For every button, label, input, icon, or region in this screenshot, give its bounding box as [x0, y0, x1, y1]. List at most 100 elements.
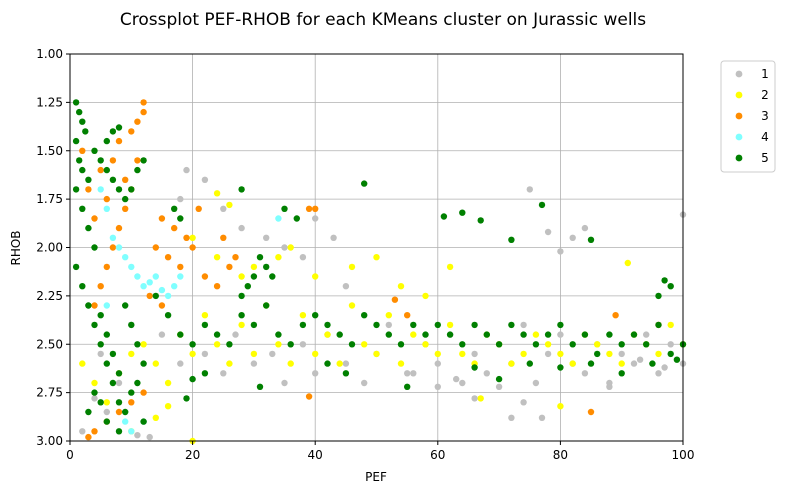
- data-point: [79, 205, 86, 212]
- data-point: [667, 350, 674, 358]
- data-point: [324, 331, 331, 338]
- data-point: [471, 350, 478, 358]
- y-tick-label: 1.75: [36, 192, 63, 206]
- data-point: [391, 296, 399, 303]
- x-tick-label: 20: [185, 448, 200, 462]
- data-point: [397, 341, 405, 348]
- data-point: [618, 370, 625, 377]
- data-point: [250, 350, 258, 358]
- legend-marker: [735, 70, 743, 78]
- data-point: [195, 205, 202, 212]
- data-point: [201, 370, 209, 377]
- data-point: [134, 157, 141, 164]
- data-point: [655, 321, 662, 329]
- data-point: [446, 263, 454, 271]
- data-point: [459, 379, 466, 387]
- y-tick-label: 1.25: [36, 95, 63, 109]
- data-point: [97, 341, 104, 348]
- data-point: [520, 399, 527, 406]
- data-point: [122, 254, 129, 261]
- data-point: [128, 428, 135, 435]
- data-point: [201, 321, 209, 329]
- data-point: [226, 201, 233, 209]
- data-point: [79, 118, 86, 125]
- data-point: [385, 331, 392, 338]
- data-point: [263, 234, 270, 241]
- data-point: [422, 292, 429, 300]
- data-point: [128, 399, 135, 406]
- data-point: [220, 205, 227, 212]
- data-point: [146, 279, 153, 286]
- data-point: [281, 379, 288, 387]
- data-point: [158, 286, 166, 294]
- data-point: [618, 341, 625, 348]
- data-point: [636, 356, 644, 363]
- data-point: [109, 234, 117, 241]
- data-point: [152, 414, 159, 421]
- data-point: [508, 321, 515, 329]
- data-point: [361, 312, 368, 319]
- data-point: [201, 312, 209, 319]
- data-point: [177, 195, 184, 203]
- data-point: [109, 244, 117, 251]
- data-point: [655, 350, 662, 358]
- data-point: [373, 321, 380, 329]
- data-point: [115, 137, 123, 145]
- data-point: [115, 408, 123, 416]
- data-point: [287, 341, 294, 348]
- data-point: [342, 370, 350, 377]
- y-tick-label: 2.50: [36, 337, 63, 351]
- legend-box: [720, 60, 776, 173]
- data-point: [397, 360, 405, 367]
- data-point: [538, 201, 546, 209]
- data-point: [250, 263, 258, 271]
- x-axis-label: PEF: [365, 470, 387, 484]
- data-point: [201, 273, 209, 280]
- data-point: [256, 383, 264, 390]
- data-point: [146, 433, 153, 441]
- data-point: [72, 137, 80, 145]
- data-point: [183, 166, 190, 174]
- data-point: [348, 341, 356, 348]
- data-point: [606, 331, 613, 338]
- data-point: [477, 395, 484, 402]
- data-point: [115, 428, 123, 435]
- data-point: [373, 254, 380, 261]
- data-point: [557, 364, 564, 371]
- series-1: [79, 166, 687, 441]
- data-point: [171, 224, 178, 232]
- data-point: [281, 205, 288, 212]
- data-point: [581, 370, 589, 377]
- data-point: [434, 321, 441, 329]
- data-point: [269, 350, 276, 358]
- data-point: [122, 418, 129, 425]
- data-point: [434, 360, 441, 367]
- data-point: [97, 283, 104, 290]
- data-point: [422, 331, 429, 338]
- data-point: [238, 273, 245, 280]
- data-point: [557, 403, 564, 410]
- data-point: [520, 331, 527, 338]
- data-point: [544, 350, 552, 358]
- series-4: [97, 186, 282, 435]
- data-point: [606, 383, 613, 390]
- data-point: [612, 312, 619, 319]
- data-point: [232, 254, 239, 261]
- data-point: [115, 186, 123, 193]
- data-point: [342, 283, 350, 290]
- data-point: [661, 364, 668, 371]
- data-point: [177, 331, 184, 338]
- data-point: [538, 414, 546, 421]
- data-point: [422, 341, 429, 348]
- data-point: [122, 205, 129, 212]
- data-point: [238, 292, 245, 300]
- data-point: [459, 350, 466, 358]
- data-point: [673, 356, 681, 363]
- data-point: [91, 215, 98, 222]
- data-point: [471, 395, 478, 402]
- data-points: [72, 99, 687, 445]
- chart-title: Crossplot PEF-RHOB for each KMeans clust…: [120, 10, 646, 30]
- data-point: [471, 364, 478, 371]
- data-point: [649, 360, 656, 367]
- data-point: [250, 273, 258, 280]
